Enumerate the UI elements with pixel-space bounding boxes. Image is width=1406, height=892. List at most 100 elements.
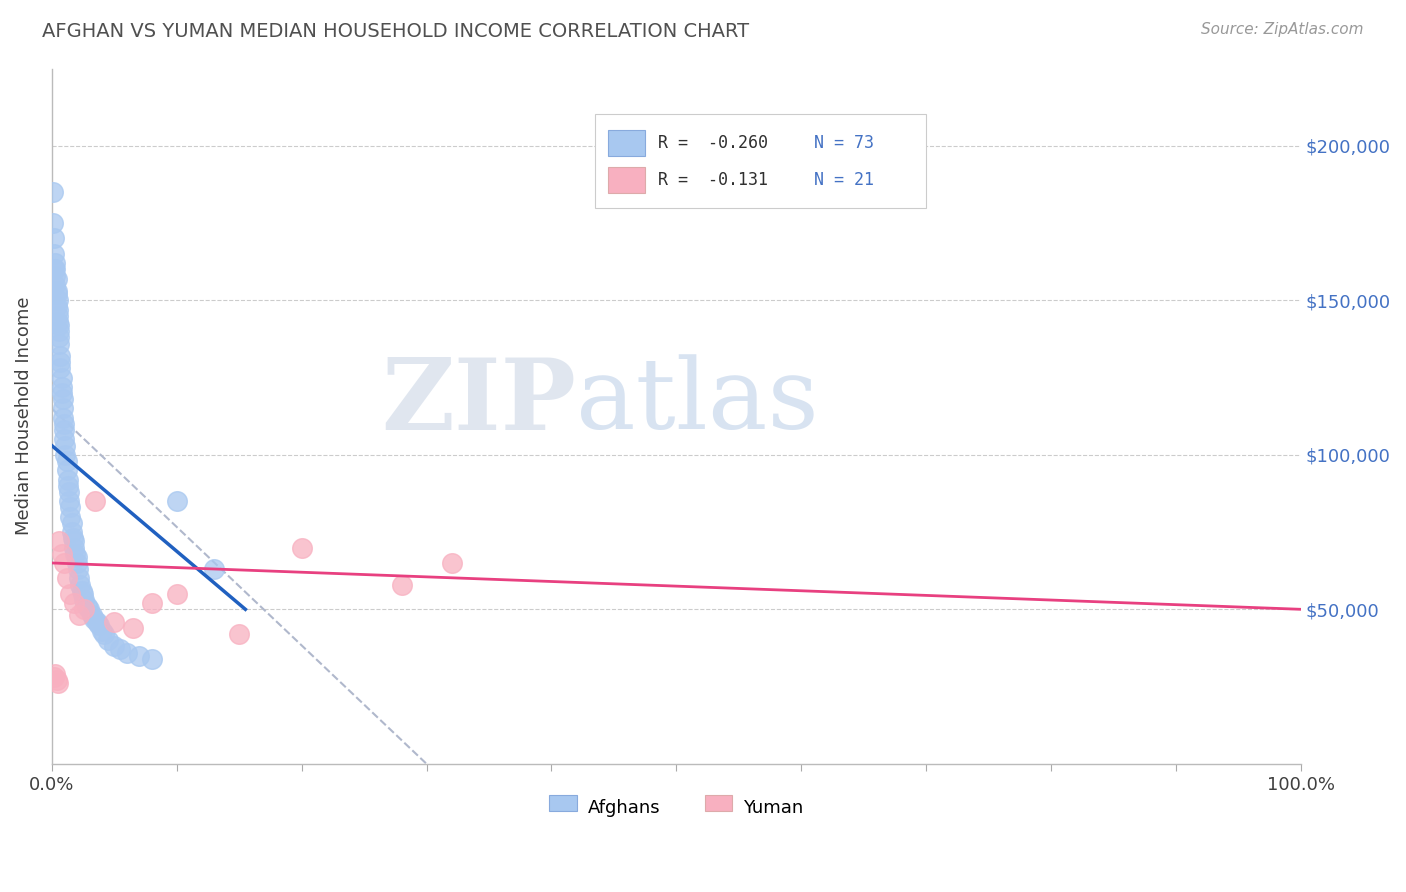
- Point: [63, 534, 86, 549]
- Point: [391, 577, 413, 591]
- Point: [60, 516, 83, 530]
- Text: atlas: atlas: [576, 354, 820, 450]
- Point: [59, 500, 82, 515]
- Point: [89, 617, 111, 632]
- Point: [60, 524, 83, 539]
- Point: [141, 596, 163, 610]
- Point: [48, 324, 70, 338]
- Point: [65, 547, 87, 561]
- Point: [103, 615, 125, 629]
- Point: [122, 621, 145, 635]
- Point: [44, 247, 66, 261]
- Point: [42, 185, 65, 199]
- Point: [77, 602, 100, 616]
- Point: [53, 433, 76, 447]
- Point: [115, 646, 138, 660]
- Point: [70, 583, 93, 598]
- Point: [66, 556, 89, 570]
- Point: [76, 599, 98, 614]
- Point: [67, 608, 90, 623]
- Point: [44, 277, 66, 292]
- Point: [110, 642, 132, 657]
- Point: [72, 587, 94, 601]
- Point: [45, 271, 67, 285]
- Point: [69, 577, 91, 591]
- Point: [97, 633, 120, 648]
- Point: [63, 541, 86, 555]
- Point: [46, 309, 69, 323]
- Point: [66, 549, 89, 564]
- Point: [55, 463, 77, 477]
- Point: [44, 667, 66, 681]
- Point: [53, 423, 76, 437]
- Point: [141, 652, 163, 666]
- Point: [49, 349, 72, 363]
- Point: [44, 670, 66, 684]
- Point: [80, 608, 103, 623]
- Point: [52, 410, 75, 425]
- Point: [45, 300, 67, 314]
- Text: N = 21: N = 21: [814, 170, 873, 189]
- Point: [84, 494, 107, 508]
- Point: [440, 556, 463, 570]
- Point: [45, 284, 67, 298]
- Point: [86, 615, 108, 629]
- Point: [46, 315, 69, 329]
- Text: R =  -0.260: R = -0.260: [658, 134, 768, 152]
- Point: [46, 676, 69, 690]
- Point: [48, 330, 70, 344]
- Point: [166, 494, 188, 508]
- Point: [66, 562, 89, 576]
- Point: [49, 355, 72, 369]
- Point: [59, 587, 82, 601]
- Point: [63, 596, 86, 610]
- Point: [53, 417, 76, 431]
- Point: [58, 494, 80, 508]
- Point: [55, 448, 77, 462]
- Point: [90, 624, 112, 638]
- Point: [128, 648, 150, 663]
- Point: [44, 231, 66, 245]
- Point: [53, 556, 76, 570]
- Point: [51, 380, 73, 394]
- Point: [51, 547, 73, 561]
- FancyBboxPatch shape: [595, 113, 927, 208]
- Point: [103, 640, 125, 654]
- Point: [62, 531, 84, 545]
- Point: [59, 509, 82, 524]
- Point: [44, 256, 66, 270]
- Point: [52, 392, 75, 407]
- Point: [42, 216, 65, 230]
- Point: [291, 541, 314, 555]
- Point: [56, 479, 79, 493]
- Point: [45, 287, 67, 301]
- Text: Source: ZipAtlas.com: Source: ZipAtlas.com: [1201, 22, 1364, 37]
- Point: [51, 370, 73, 384]
- Point: [48, 318, 70, 332]
- Point: [73, 602, 96, 616]
- Point: [52, 401, 75, 416]
- Point: [55, 438, 77, 452]
- Point: [166, 587, 188, 601]
- Text: AFGHAN VS YUMAN MEDIAN HOUSEHOLD INCOME CORRELATION CHART: AFGHAN VS YUMAN MEDIAN HOUSEHOLD INCOME …: [42, 22, 749, 41]
- Point: [45, 673, 67, 688]
- Y-axis label: Median Household Income: Median Household Income: [15, 297, 32, 535]
- Legend: Afghans, Yuman: Afghans, Yuman: [543, 791, 810, 824]
- Text: ZIP: ZIP: [381, 354, 576, 450]
- Point: [48, 336, 70, 351]
- Point: [49, 361, 72, 376]
- Point: [55, 454, 77, 468]
- Point: [67, 571, 90, 585]
- Point: [228, 627, 250, 641]
- Point: [46, 293, 69, 308]
- Point: [55, 571, 77, 585]
- Point: [46, 302, 69, 317]
- Text: R =  -0.131: R = -0.131: [658, 170, 768, 189]
- Point: [58, 484, 80, 499]
- Point: [44, 268, 66, 283]
- Point: [73, 593, 96, 607]
- Point: [44, 262, 66, 277]
- Point: [44, 262, 66, 277]
- Point: [202, 562, 225, 576]
- Point: [48, 534, 70, 549]
